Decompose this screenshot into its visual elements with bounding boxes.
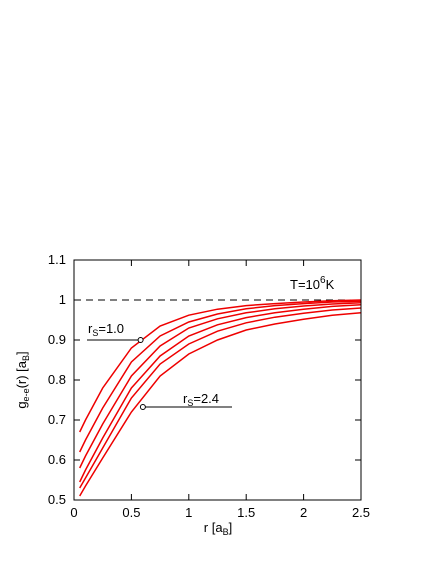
x-tick-label: 0: [70, 505, 77, 520]
y-label-mid: (r) [a: [14, 360, 29, 388]
y-tick-label: 0.8: [48, 372, 66, 387]
y-tick-label: 1: [59, 292, 66, 307]
x-tick-label: 2: [300, 505, 307, 520]
x-tick-label: 1: [185, 505, 192, 520]
curve: [79, 300, 362, 453]
curve: [79, 304, 362, 483]
x-tick-label: 1.5: [237, 505, 255, 520]
x-tick-label: 0.5: [122, 505, 140, 520]
y-tick-label: 0.5: [48, 492, 66, 507]
y-label-text: g: [14, 401, 29, 408]
temperature-label: T=106K: [290, 275, 335, 292]
y-label-tail: ]: [14, 351, 29, 355]
y-axis-label: ge-e(r) [aB]: [14, 351, 31, 408]
annotation-sub: S: [187, 398, 193, 408]
temp-sup: 6: [320, 275, 326, 286]
curve: [79, 312, 362, 497]
annotation: rS=2.4: [183, 391, 219, 408]
annotation-text: =2.4: [193, 391, 219, 406]
plot-frame: [73, 259, 362, 501]
x-label-tail: ]: [229, 520, 233, 535]
temp-tail: K: [326, 277, 335, 292]
annotation-point: [137, 337, 144, 343]
curve: [79, 307, 362, 489]
x-tick-label: 2.5: [352, 505, 370, 520]
annotation-base: r: [88, 321, 93, 336]
annotation-point: [139, 404, 146, 410]
curve: [79, 302, 362, 469]
annotation: rS=1.0: [88, 321, 124, 338]
temp-text: T=10: [290, 277, 320, 292]
annotation-text: =1.0: [98, 321, 124, 336]
x-label-sub: B: [223, 527, 229, 537]
curve: [79, 299, 362, 433]
y-tick-label: 0.9: [48, 332, 66, 347]
y-tick-label: 0.6: [48, 452, 66, 467]
annotation-base: r: [183, 391, 188, 406]
x-label-text: r [a: [204, 520, 224, 535]
x-axis-label: r [aB]: [204, 520, 232, 537]
y-label-sub: B: [21, 355, 31, 361]
y-tick-label: 0.7: [48, 412, 66, 427]
y-tick-label: 1.1: [48, 252, 66, 267]
y-label-sub: e-e: [21, 388, 31, 401]
annotation-sub: S: [92, 328, 98, 338]
